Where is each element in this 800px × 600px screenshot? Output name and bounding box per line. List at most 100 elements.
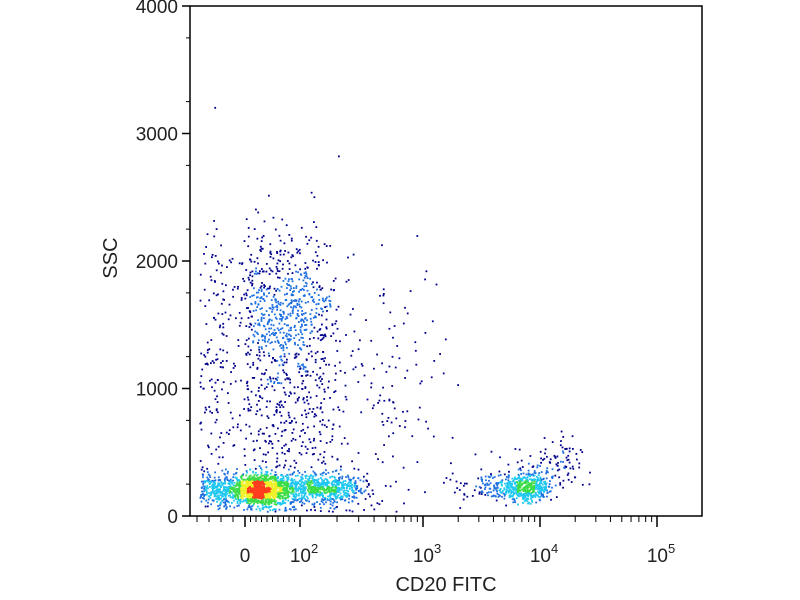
event-dot (249, 349, 252, 352)
event-dot (544, 483, 546, 485)
event-dot (309, 277, 311, 280)
event-dot (240, 487, 243, 490)
event-dot (286, 488, 288, 491)
y-tick-label: 4000 (136, 0, 178, 18)
event-dot (285, 332, 288, 335)
event-dot (288, 339, 291, 342)
event-dot (263, 432, 265, 435)
event-dot (260, 490, 263, 493)
event-dot (249, 499, 252, 502)
event-dot (295, 485, 298, 488)
event-dot (331, 428, 334, 430)
event-dot (279, 253, 282, 256)
event-dot (249, 366, 252, 369)
event-dot (266, 323, 269, 326)
event-dot (262, 483, 265, 485)
event-dot (544, 480, 547, 483)
event-dot (539, 465, 541, 467)
event-dot (278, 490, 281, 493)
event-dot (478, 492, 481, 495)
event-dot (300, 445, 303, 447)
event-dot (315, 492, 318, 495)
event-dot (562, 452, 565, 454)
event-dot (241, 485, 243, 487)
event-dot (282, 263, 284, 266)
event-dot (510, 492, 513, 494)
event-dot (222, 349, 225, 352)
event-dot (335, 497, 337, 500)
event-dot (497, 474, 500, 477)
event-dot (282, 406, 285, 408)
event-dot (384, 485, 387, 487)
event-dot (254, 322, 257, 325)
event-dot (220, 491, 222, 494)
event-dot (272, 489, 275, 491)
event-dot (349, 479, 352, 482)
event-dot (209, 482, 211, 485)
event-dot (205, 493, 208, 496)
event-dot (254, 482, 256, 485)
event-dot (242, 500, 245, 503)
event-dot (295, 287, 298, 289)
event-dot (243, 488, 246, 491)
event-dot (308, 491, 311, 494)
event-dot (439, 353, 441, 355)
event-dot (525, 497, 528, 500)
event-dot (343, 437, 346, 439)
event-dot (311, 487, 314, 490)
event-dot (319, 334, 322, 337)
event-dot (237, 345, 240, 347)
event-dot (339, 476, 341, 479)
event-dot (242, 487, 244, 489)
event-dot (287, 496, 290, 499)
event-dot (264, 496, 266, 498)
event-dot (276, 268, 279, 270)
event-dot (270, 501, 273, 504)
event-dot (481, 490, 483, 493)
event-dot (300, 453, 303, 456)
event-dot (232, 473, 235, 476)
event-dot (322, 310, 324, 313)
event-dot (265, 440, 267, 443)
event-dot (313, 472, 316, 474)
event-dot (211, 360, 214, 362)
event-dot (285, 509, 288, 512)
event-dot (204, 485, 206, 488)
event-dot (293, 337, 296, 339)
event-dot (206, 362, 208, 365)
event-dot (275, 289, 277, 292)
event-dot (313, 481, 315, 484)
event-dot (242, 474, 244, 477)
event-dot (505, 478, 507, 481)
event-dot (313, 489, 316, 492)
event-dot (515, 490, 518, 492)
event-dot (304, 482, 306, 485)
event-dot (281, 486, 283, 489)
event-dot (513, 482, 516, 484)
event-dot (300, 430, 303, 432)
event-dot (301, 382, 304, 385)
event-dot (299, 347, 301, 349)
event-dot (325, 363, 327, 366)
event-dot (301, 314, 304, 316)
event-dot (293, 459, 296, 462)
event-dot (541, 493, 543, 496)
event-dot (253, 500, 255, 503)
event-dot (330, 335, 332, 337)
event-dot (278, 289, 281, 292)
event-dot (329, 500, 332, 503)
event-dot (203, 490, 205, 493)
event-dot (274, 360, 277, 362)
event-dot (268, 440, 271, 442)
event-dot (378, 399, 381, 402)
event-dot (240, 489, 243, 492)
event-dot (248, 496, 251, 499)
event-dot (534, 487, 536, 489)
event-dot (325, 501, 327, 504)
event-dot (255, 477, 258, 480)
event-dot (239, 429, 242, 432)
event-dot (222, 322, 225, 325)
event-dot (226, 488, 229, 490)
event-dot (280, 355, 282, 358)
event-dot (213, 280, 216, 282)
